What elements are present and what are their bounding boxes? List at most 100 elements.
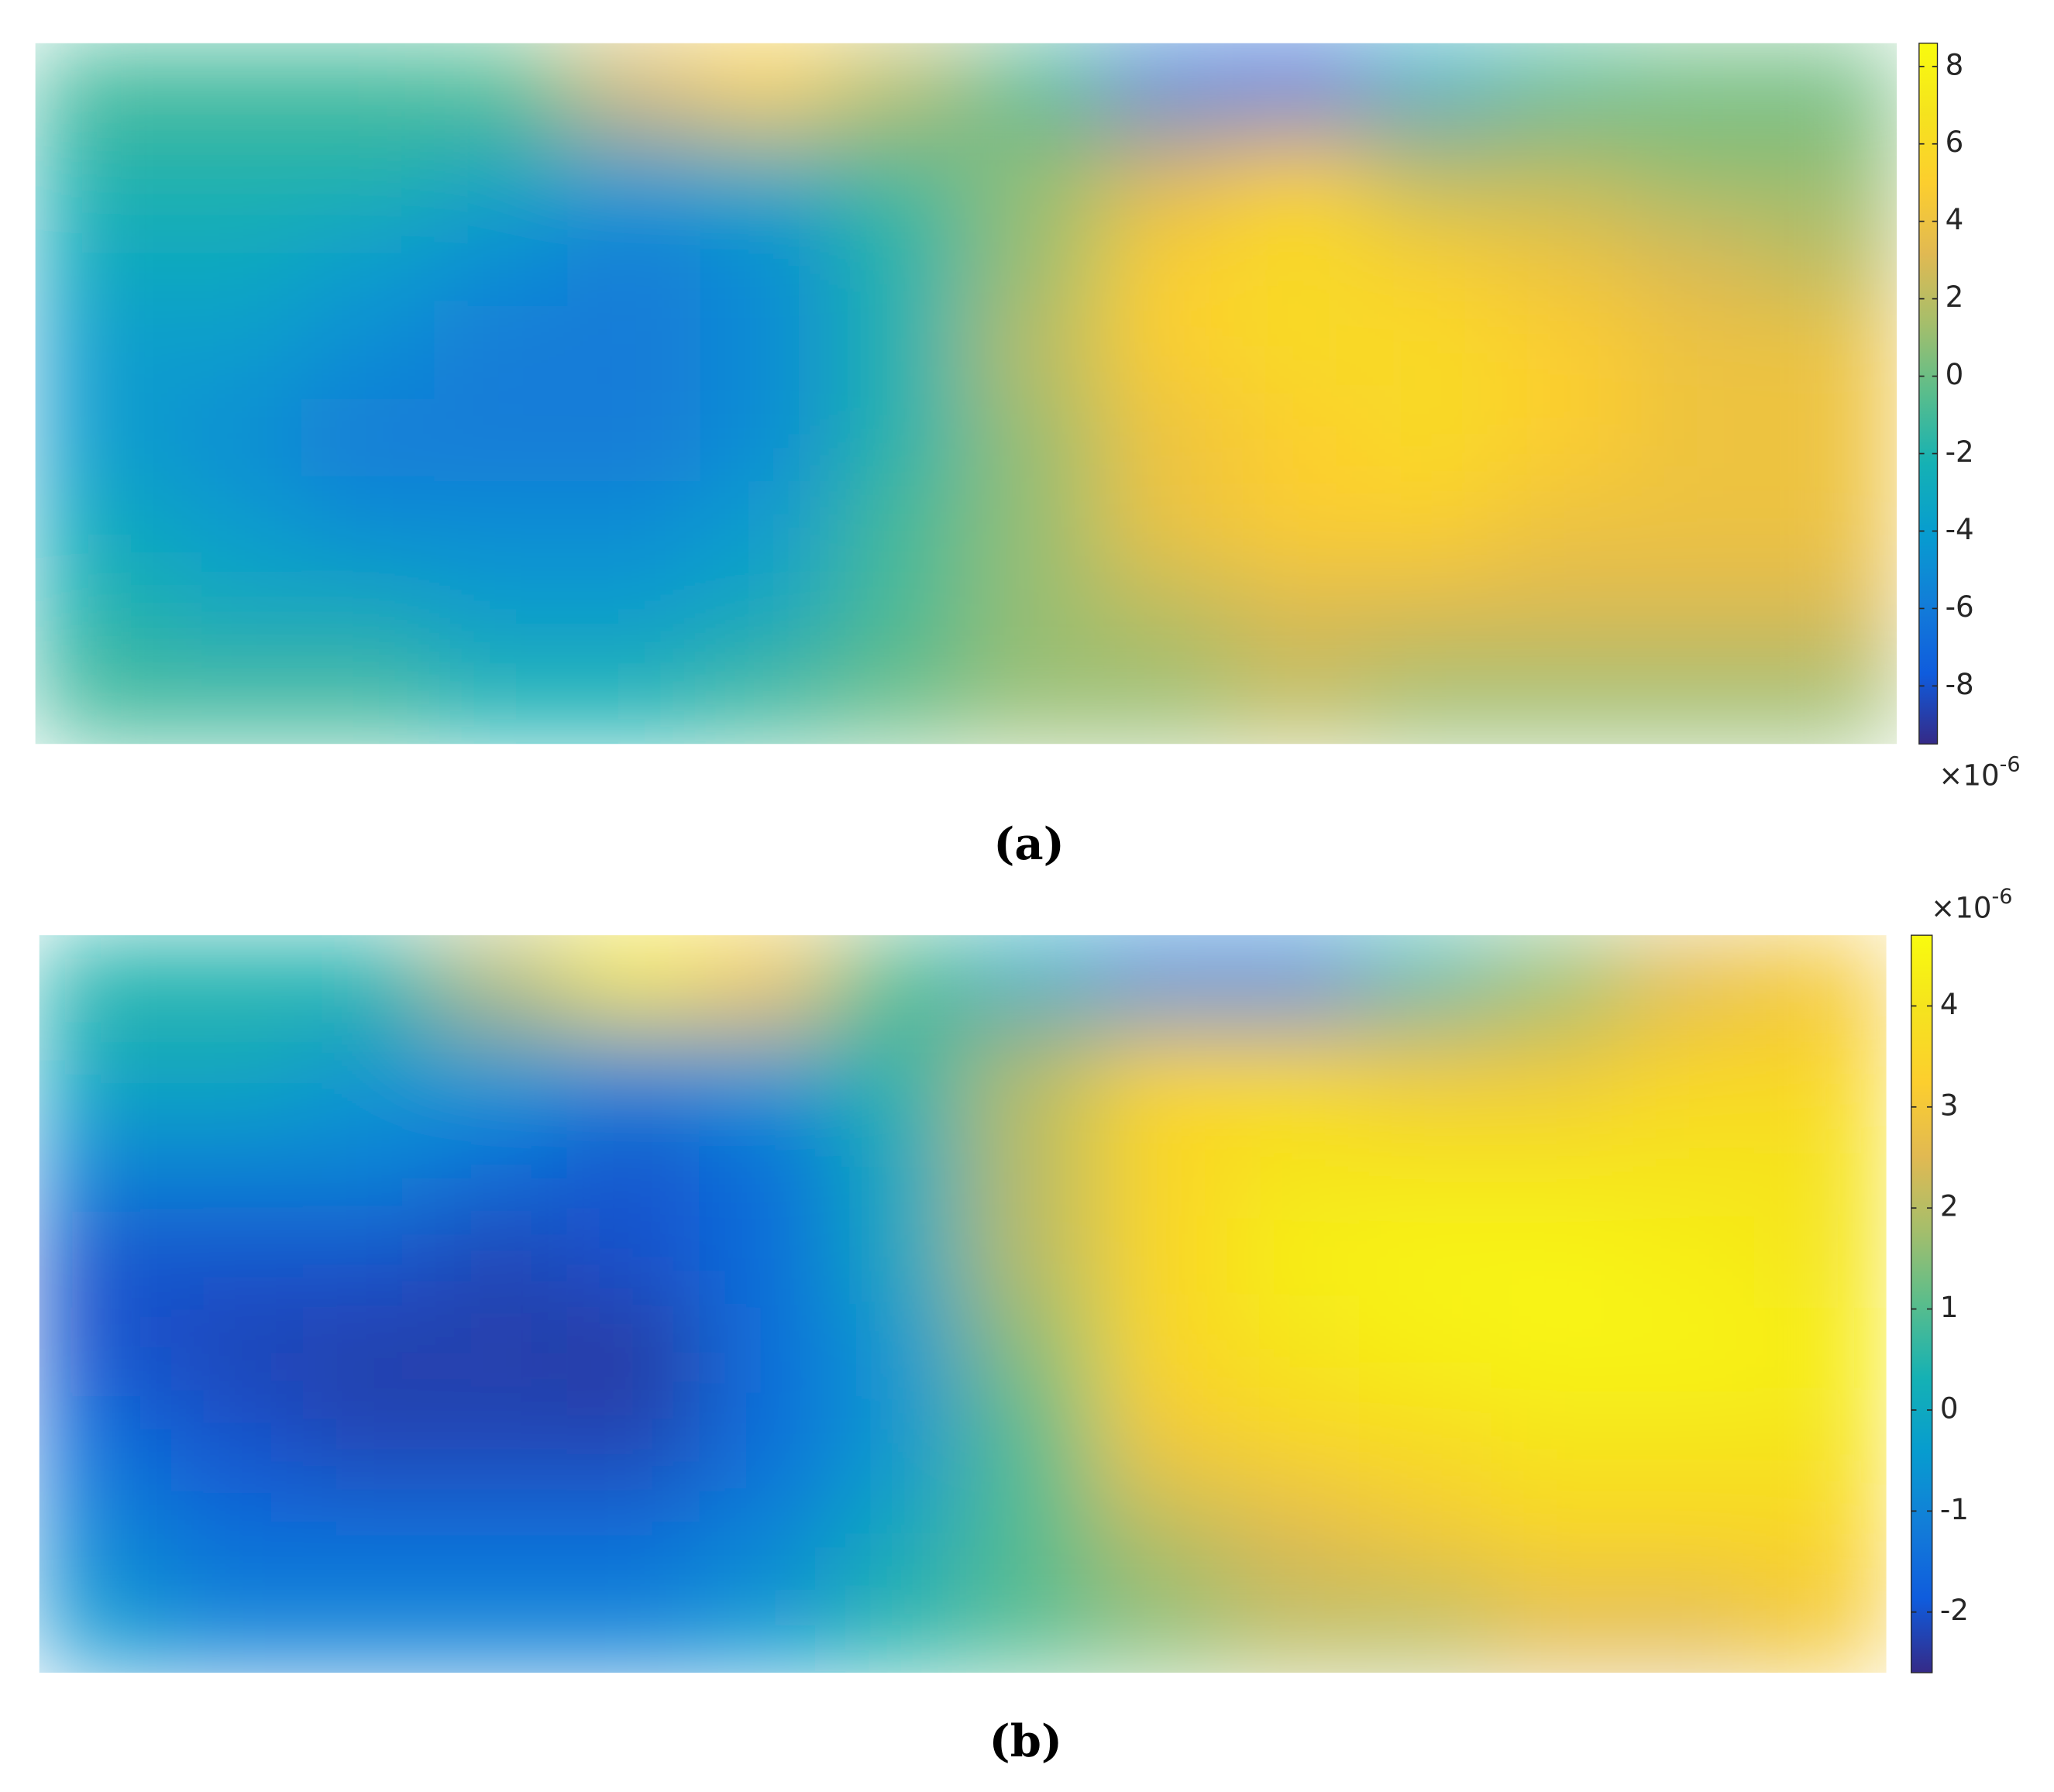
colorbar [1918, 43, 1939, 745]
heatmap-cell [1498, 656, 1632, 745]
heatmap-cell [168, 394, 302, 482]
heatmap-panel [39, 935, 1887, 1673]
heatmap-cell [171, 1488, 304, 1581]
heatmap-cell [168, 305, 302, 394]
colorbar-tick-label: 6 [1946, 125, 1964, 159]
heatmap-cell [699, 1304, 832, 1397]
heatmap-cell [1490, 1304, 1623, 1397]
heatmap-cell [567, 218, 701, 307]
colorbar-tick-label: 0 [1940, 1391, 1959, 1425]
heatmap-cell [1754, 1212, 1887, 1305]
heatmap-cell [435, 1212, 568, 1305]
heatmap-cell [1358, 1488, 1491, 1581]
heatmap-cell [1099, 656, 1233, 745]
heatmap-cell [1754, 1120, 1887, 1212]
heatmap-cell [435, 1304, 568, 1397]
heatmap-cell [1227, 1212, 1360, 1305]
exponent-base: ×10 [1931, 890, 1991, 924]
heatmap-cell [435, 1488, 568, 1581]
heatmap-cell [168, 481, 302, 570]
heatmap-cell [699, 1396, 832, 1489]
heatmap-cell [303, 1396, 436, 1489]
heatmap-cell [1498, 394, 1632, 482]
heatmap-cell [168, 130, 302, 219]
heatmap-cell [699, 1120, 832, 1212]
heatmap-cell [1498, 481, 1632, 570]
heatmap-cell [1232, 656, 1366, 745]
heatmap-cell [1094, 1580, 1228, 1673]
heatmap-cell [566, 935, 700, 1028]
heatmap-cell [1099, 569, 1233, 658]
heatmap-cell [831, 1488, 964, 1581]
heatmap-cell [965, 569, 1100, 658]
heatmap-cell [1227, 1027, 1360, 1120]
heatmap-cell [1763, 569, 1897, 658]
exponent-base: ×10 [1939, 758, 1999, 792]
heatmap-cell [35, 305, 170, 394]
heatmap-cell [1364, 305, 1499, 394]
heatmap-cell [1227, 1488, 1360, 1581]
heatmap-cell [965, 656, 1100, 745]
heatmap-cell [1227, 1580, 1360, 1673]
heatmap-cell [168, 43, 302, 132]
heatmap-cell [168, 656, 302, 745]
heatmap-cell [1763, 481, 1897, 570]
colorbar-tick-label: 3 [1940, 1088, 1959, 1122]
heatmap-panel [35, 43, 1897, 745]
heatmap-cell [1630, 43, 1765, 132]
heatmap-cell [303, 1488, 436, 1581]
heatmap-cell [566, 1027, 700, 1120]
heatmap-cell [1490, 1027, 1623, 1120]
heatmap-cell [962, 1396, 1096, 1489]
heatmap-cell [1754, 1304, 1887, 1397]
heatmap-cell [1358, 1304, 1491, 1397]
heatmap-cell [831, 935, 964, 1028]
heatmap-cell [1763, 43, 1897, 132]
colorbar-tick-label: -1 [1940, 1492, 1969, 1526]
heatmap-cell [35, 656, 170, 745]
heatmap-cell [833, 43, 967, 132]
heatmap-cell [301, 569, 435, 658]
heatmap-cell [965, 481, 1100, 570]
heatmap-cell [1763, 305, 1897, 394]
heatmap-cell [1094, 1212, 1228, 1305]
heatmap-cell [699, 1580, 832, 1673]
heatmap-cell [1099, 130, 1233, 219]
heatmap-cell [831, 1396, 964, 1489]
heatmap-cell [1364, 130, 1499, 219]
heatmap-cell [1232, 305, 1366, 394]
heatmap-cell [831, 1120, 964, 1212]
heatmap-cell [566, 1488, 700, 1581]
heatmap-cell [1227, 1120, 1360, 1212]
heatmap-cell [1754, 935, 1887, 1028]
heatmap-cell [567, 394, 701, 482]
heatmap-cell [303, 935, 436, 1028]
colorbar-tick-label: 1 [1940, 1290, 1959, 1324]
heatmap-cell [39, 1212, 172, 1305]
heatmap-cell [1099, 218, 1233, 307]
heatmap-cell [1099, 43, 1233, 132]
heatmap-cell [171, 1212, 304, 1305]
heatmap-cell [831, 1212, 964, 1305]
colorbar-tick-label: 4 [1940, 987, 1959, 1021]
exponent-power: -6 [1992, 885, 2013, 909]
heatmap-cell [1630, 569, 1765, 658]
heatmap-cell [1094, 1396, 1228, 1489]
heatmap-cell [831, 1027, 964, 1120]
heatmap-cell [1622, 1120, 1756, 1212]
heatmap-cell [699, 1212, 832, 1305]
heatmap-cell [171, 1120, 304, 1212]
heatmap-cells [35, 43, 1897, 745]
heatmap-cell [1622, 1396, 1756, 1489]
heatmap-cell [301, 481, 435, 570]
heatmap-cell [962, 1304, 1096, 1397]
heatmap-cell [171, 1396, 304, 1489]
heatmap-cell [1232, 43, 1366, 132]
heatmap-cell [1763, 130, 1897, 219]
heatmap-cell [1094, 1027, 1228, 1120]
heatmap-cell [1490, 935, 1623, 1028]
colorbar-tick-label: 2 [1940, 1189, 1959, 1223]
colorbar-tick-label: -4 [1946, 512, 1974, 546]
heatmap-cell [1227, 935, 1360, 1028]
heatmap-cell [1358, 935, 1491, 1028]
